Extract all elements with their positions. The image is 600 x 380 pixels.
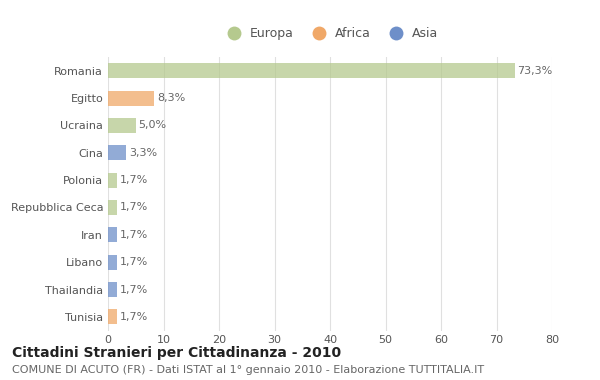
Text: 1,7%: 1,7% — [120, 285, 148, 294]
Text: 1,7%: 1,7% — [120, 175, 148, 185]
Bar — [108, 90, 154, 106]
Bar — [108, 309, 118, 325]
Bar — [108, 255, 118, 270]
Text: Cittadini Stranieri per Cittadinanza - 2010: Cittadini Stranieri per Cittadinanza - 2… — [12, 346, 341, 360]
Bar — [108, 145, 127, 160]
Text: 8,3%: 8,3% — [157, 93, 185, 103]
Bar — [108, 200, 118, 215]
Text: 73,3%: 73,3% — [518, 66, 553, 76]
Text: 5,0%: 5,0% — [139, 120, 167, 130]
Text: 3,3%: 3,3% — [129, 148, 157, 158]
Legend: Europa, Africa, Asia: Europa, Africa, Asia — [217, 22, 443, 45]
Text: 1,7%: 1,7% — [120, 312, 148, 322]
Bar — [108, 227, 118, 242]
Text: 1,7%: 1,7% — [120, 230, 148, 240]
Bar — [108, 63, 515, 78]
Bar — [108, 282, 118, 297]
Text: 1,7%: 1,7% — [120, 203, 148, 212]
Text: 1,7%: 1,7% — [120, 257, 148, 267]
Bar — [108, 118, 136, 133]
Text: COMUNE DI ACUTO (FR) - Dati ISTAT al 1° gennaio 2010 - Elaborazione TUTTITALIA.I: COMUNE DI ACUTO (FR) - Dati ISTAT al 1° … — [12, 365, 484, 375]
Bar — [108, 173, 118, 188]
